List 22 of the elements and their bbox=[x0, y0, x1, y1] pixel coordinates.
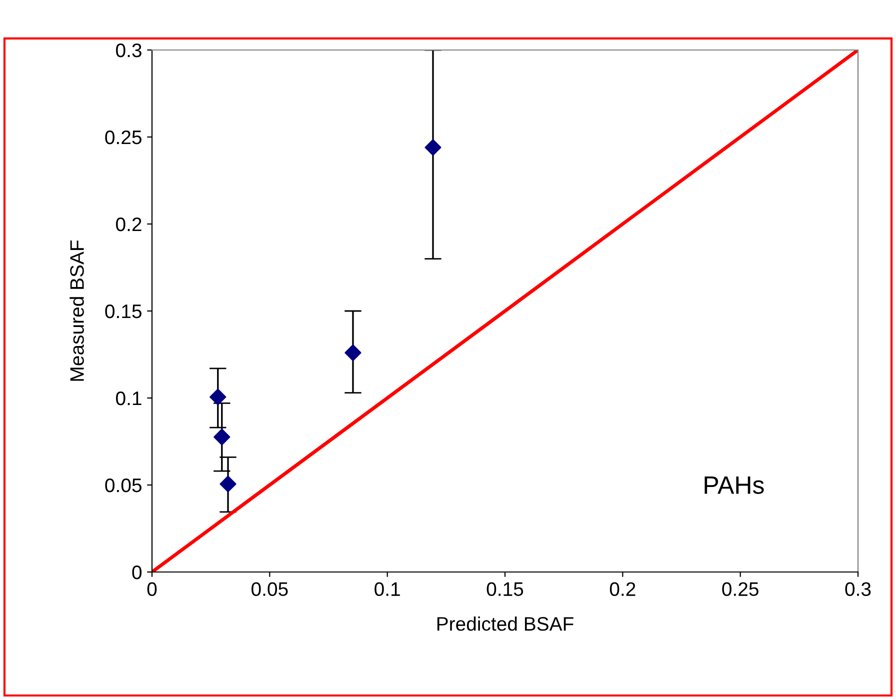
annotation: PAHs bbox=[704, 476, 764, 494]
y-tick-label: 0.25 bbox=[105, 130, 142, 144]
x-tick-label: 0.15 bbox=[486, 582, 524, 596]
y-tick-label: 0.1 bbox=[116, 391, 142, 406]
point bbox=[214, 428, 230, 446]
x-tick-label: 0 bbox=[147, 582, 157, 596]
y-tick-label: 0.15 bbox=[105, 304, 142, 318]
point bbox=[344, 344, 362, 362]
point bbox=[220, 476, 236, 492]
x-tick-label: 0.1 bbox=[374, 582, 400, 596]
point bbox=[210, 388, 226, 406]
x-tick-label: 0.2 bbox=[610, 582, 636, 596]
y-tick-label: 0 bbox=[132, 565, 142, 580]
y-tick-label: 0.05 bbox=[105, 478, 142, 492]
point bbox=[424, 139, 442, 156]
x-tick-label: 0.05 bbox=[252, 582, 288, 596]
y-tick-label: 0.3 bbox=[116, 43, 142, 58]
x-tick-label: 0.25 bbox=[722, 582, 758, 596]
x-tick-label: 0.3 bbox=[845, 582, 871, 596]
y-tick-label: 0.2 bbox=[116, 217, 142, 232]
y-axis-title: Measured BSAF bbox=[70, 240, 84, 381]
x-axis-title: Predicted BSAF bbox=[437, 616, 574, 631]
